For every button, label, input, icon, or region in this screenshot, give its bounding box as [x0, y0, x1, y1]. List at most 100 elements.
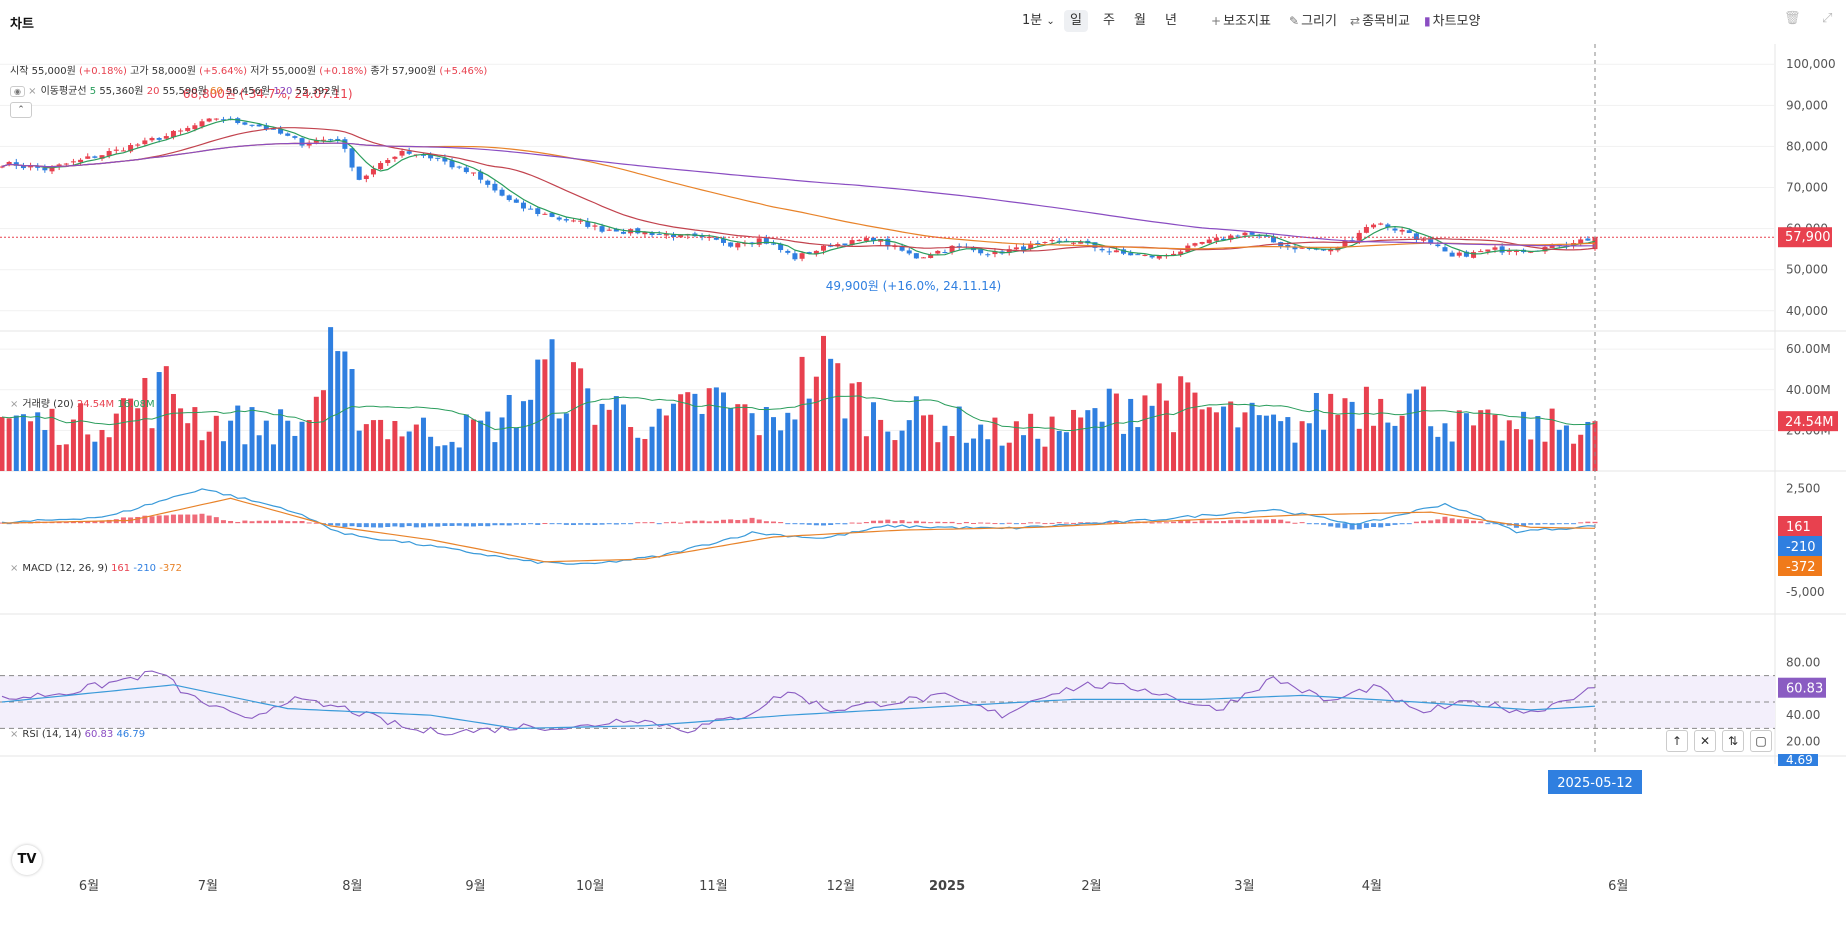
collapse-pane-button[interactable]: ⇅ — [1722, 730, 1744, 752]
volume-bar — [906, 420, 912, 471]
volume-bar — [1242, 412, 1248, 471]
candle — [335, 138, 341, 140]
volume-bar — [428, 436, 434, 471]
macd-histogram-bar — [713, 520, 719, 524]
macd-histogram-bar — [885, 519, 891, 524]
candle — [1056, 240, 1062, 242]
volume-bar — [1406, 393, 1412, 471]
chart-canvas[interactable]: 100,00090,00080,00070,00060,00050,00040,… — [0, 44, 1846, 927]
macd-histogram-bar — [499, 523, 505, 526]
close-icon[interactable]: × — [10, 399, 19, 410]
volume-bar — [678, 394, 684, 471]
candle — [578, 220, 584, 222]
eye-icon[interactable]: ◉ — [10, 86, 25, 97]
candle — [842, 243, 848, 246]
macd-histogram-bar — [706, 521, 712, 524]
remove-pane-button[interactable]: ✕ — [1694, 730, 1716, 752]
volume-bar — [520, 401, 526, 471]
trash-icon[interactable]: 🗑 — [1784, 11, 1801, 26]
candle — [20, 165, 26, 169]
candle — [1221, 238, 1227, 241]
macd-histogram-bar — [556, 523, 562, 525]
macd-histogram-bar — [806, 523, 812, 525]
macd-histogram-bar — [156, 515, 162, 524]
tradingview-logo[interactable]: TV — [12, 845, 42, 875]
macd-histogram-bar — [349, 523, 355, 527]
volume-bar — [1178, 376, 1184, 471]
volume-bar — [535, 359, 541, 471]
indicator-button[interactable]: + 보조지표 — [1205, 10, 1277, 32]
macd-title: MACD (12, 26, 9) — [22, 563, 108, 574]
volume-bar — [1471, 425, 1477, 471]
candle — [1092, 242, 1098, 248]
candle — [978, 249, 984, 254]
drawing-button[interactable]: ✎ 그리기 — [1283, 10, 1343, 32]
candle-icon: ▮ — [1424, 14, 1431, 28]
candle — [1342, 240, 1348, 247]
maximize-pane-button[interactable]: ▢ — [1750, 730, 1772, 752]
period-tab-day[interactable]: 일 — [1064, 10, 1088, 32]
candle — [313, 140, 319, 143]
volume-bar — [892, 440, 898, 471]
period-tab-year[interactable]: 년 — [1165, 13, 1177, 28]
macd-histogram-bar — [1263, 519, 1269, 524]
macd-histogram-bar — [256, 520, 262, 524]
candle — [278, 128, 284, 134]
candle — [1213, 237, 1219, 241]
close-icon[interactable]: × — [28, 86, 37, 97]
candle — [149, 137, 155, 141]
period-tab-week[interactable]: 주 — [1103, 13, 1115, 28]
candle — [192, 125, 198, 130]
macd-histogram-bar — [821, 523, 827, 526]
volume-bar — [763, 407, 769, 471]
move-up-button[interactable]: ↑ — [1666, 730, 1688, 752]
macd-histogram-bar — [220, 520, 226, 524]
collapse-icon[interactable]: ⤢ — [1822, 11, 1833, 26]
macd-histogram-bar — [449, 523, 455, 526]
macd-histogram-bar — [428, 523, 434, 527]
macd-histogram-bar — [549, 523, 555, 525]
collapse-legend-button[interactable]: ⌃ — [10, 102, 32, 118]
volume-bar — [1563, 425, 1569, 471]
volume-bar — [42, 429, 48, 471]
high-change: (+5.64%) — [199, 66, 248, 77]
candle — [99, 155, 105, 159]
close-icon[interactable]: × — [10, 563, 19, 574]
volume-bar — [971, 438, 977, 471]
compare-button[interactable]: ⇄ 종목비교 — [1344, 10, 1416, 32]
rsi-axis-tick: 40.00 — [1786, 708, 1820, 722]
candle — [78, 159, 84, 163]
low-label: 저가 — [250, 66, 269, 77]
volume-bar — [1349, 401, 1355, 471]
macd-histogram-bar — [485, 523, 491, 527]
macd-last-tag — [1778, 516, 1822, 536]
ma5-period: 5 — [89, 86, 97, 97]
volume-bar — [542, 359, 548, 471]
volume-bar — [570, 362, 576, 471]
volume-bar — [1249, 402, 1255, 471]
candle — [406, 151, 412, 154]
ohlc-legend: 시작 55,000원 (+0.18%) 고가 58,000원 (+5.64%) … — [10, 62, 487, 77]
last-price-tag — [1778, 227, 1832, 248]
macd-histogram-bar — [528, 523, 534, 525]
candle — [792, 253, 798, 260]
volume-bar — [378, 419, 384, 471]
candle — [156, 138, 162, 140]
volume-bar — [699, 413, 705, 471]
candle — [206, 118, 212, 122]
volume-bar — [0, 416, 5, 471]
candle — [285, 133, 291, 136]
candle — [320, 139, 326, 141]
volume-bar — [1206, 407, 1212, 471]
interval-select[interactable]: 1분 ⌄ — [1016, 10, 1061, 32]
candle — [249, 124, 255, 126]
price-axis-tick: 90,000 — [1786, 98, 1828, 112]
time-axis-tick: 3월 — [1234, 879, 1254, 894]
macd-histogram-bar — [1192, 521, 1198, 524]
period-tab-month[interactable]: 월 — [1134, 13, 1146, 28]
candle — [420, 154, 426, 156]
macd-axis-tick: -5,000 — [1786, 585, 1825, 599]
chart-style-button[interactable]: ▮ 차트모양 — [1418, 10, 1486, 32]
close-icon[interactable]: × — [10, 729, 19, 740]
macd-histogram-bar — [1585, 521, 1591, 524]
